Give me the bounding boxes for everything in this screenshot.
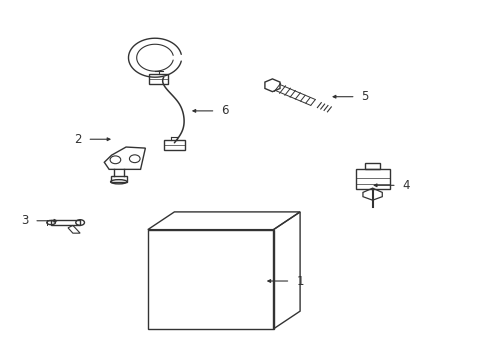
Text: 2: 2 [74,133,81,146]
Text: 3: 3 [21,214,28,227]
Text: 6: 6 [221,104,228,117]
Text: 1: 1 [296,275,303,288]
Text: 5: 5 [361,90,368,103]
Text: 4: 4 [402,179,409,192]
